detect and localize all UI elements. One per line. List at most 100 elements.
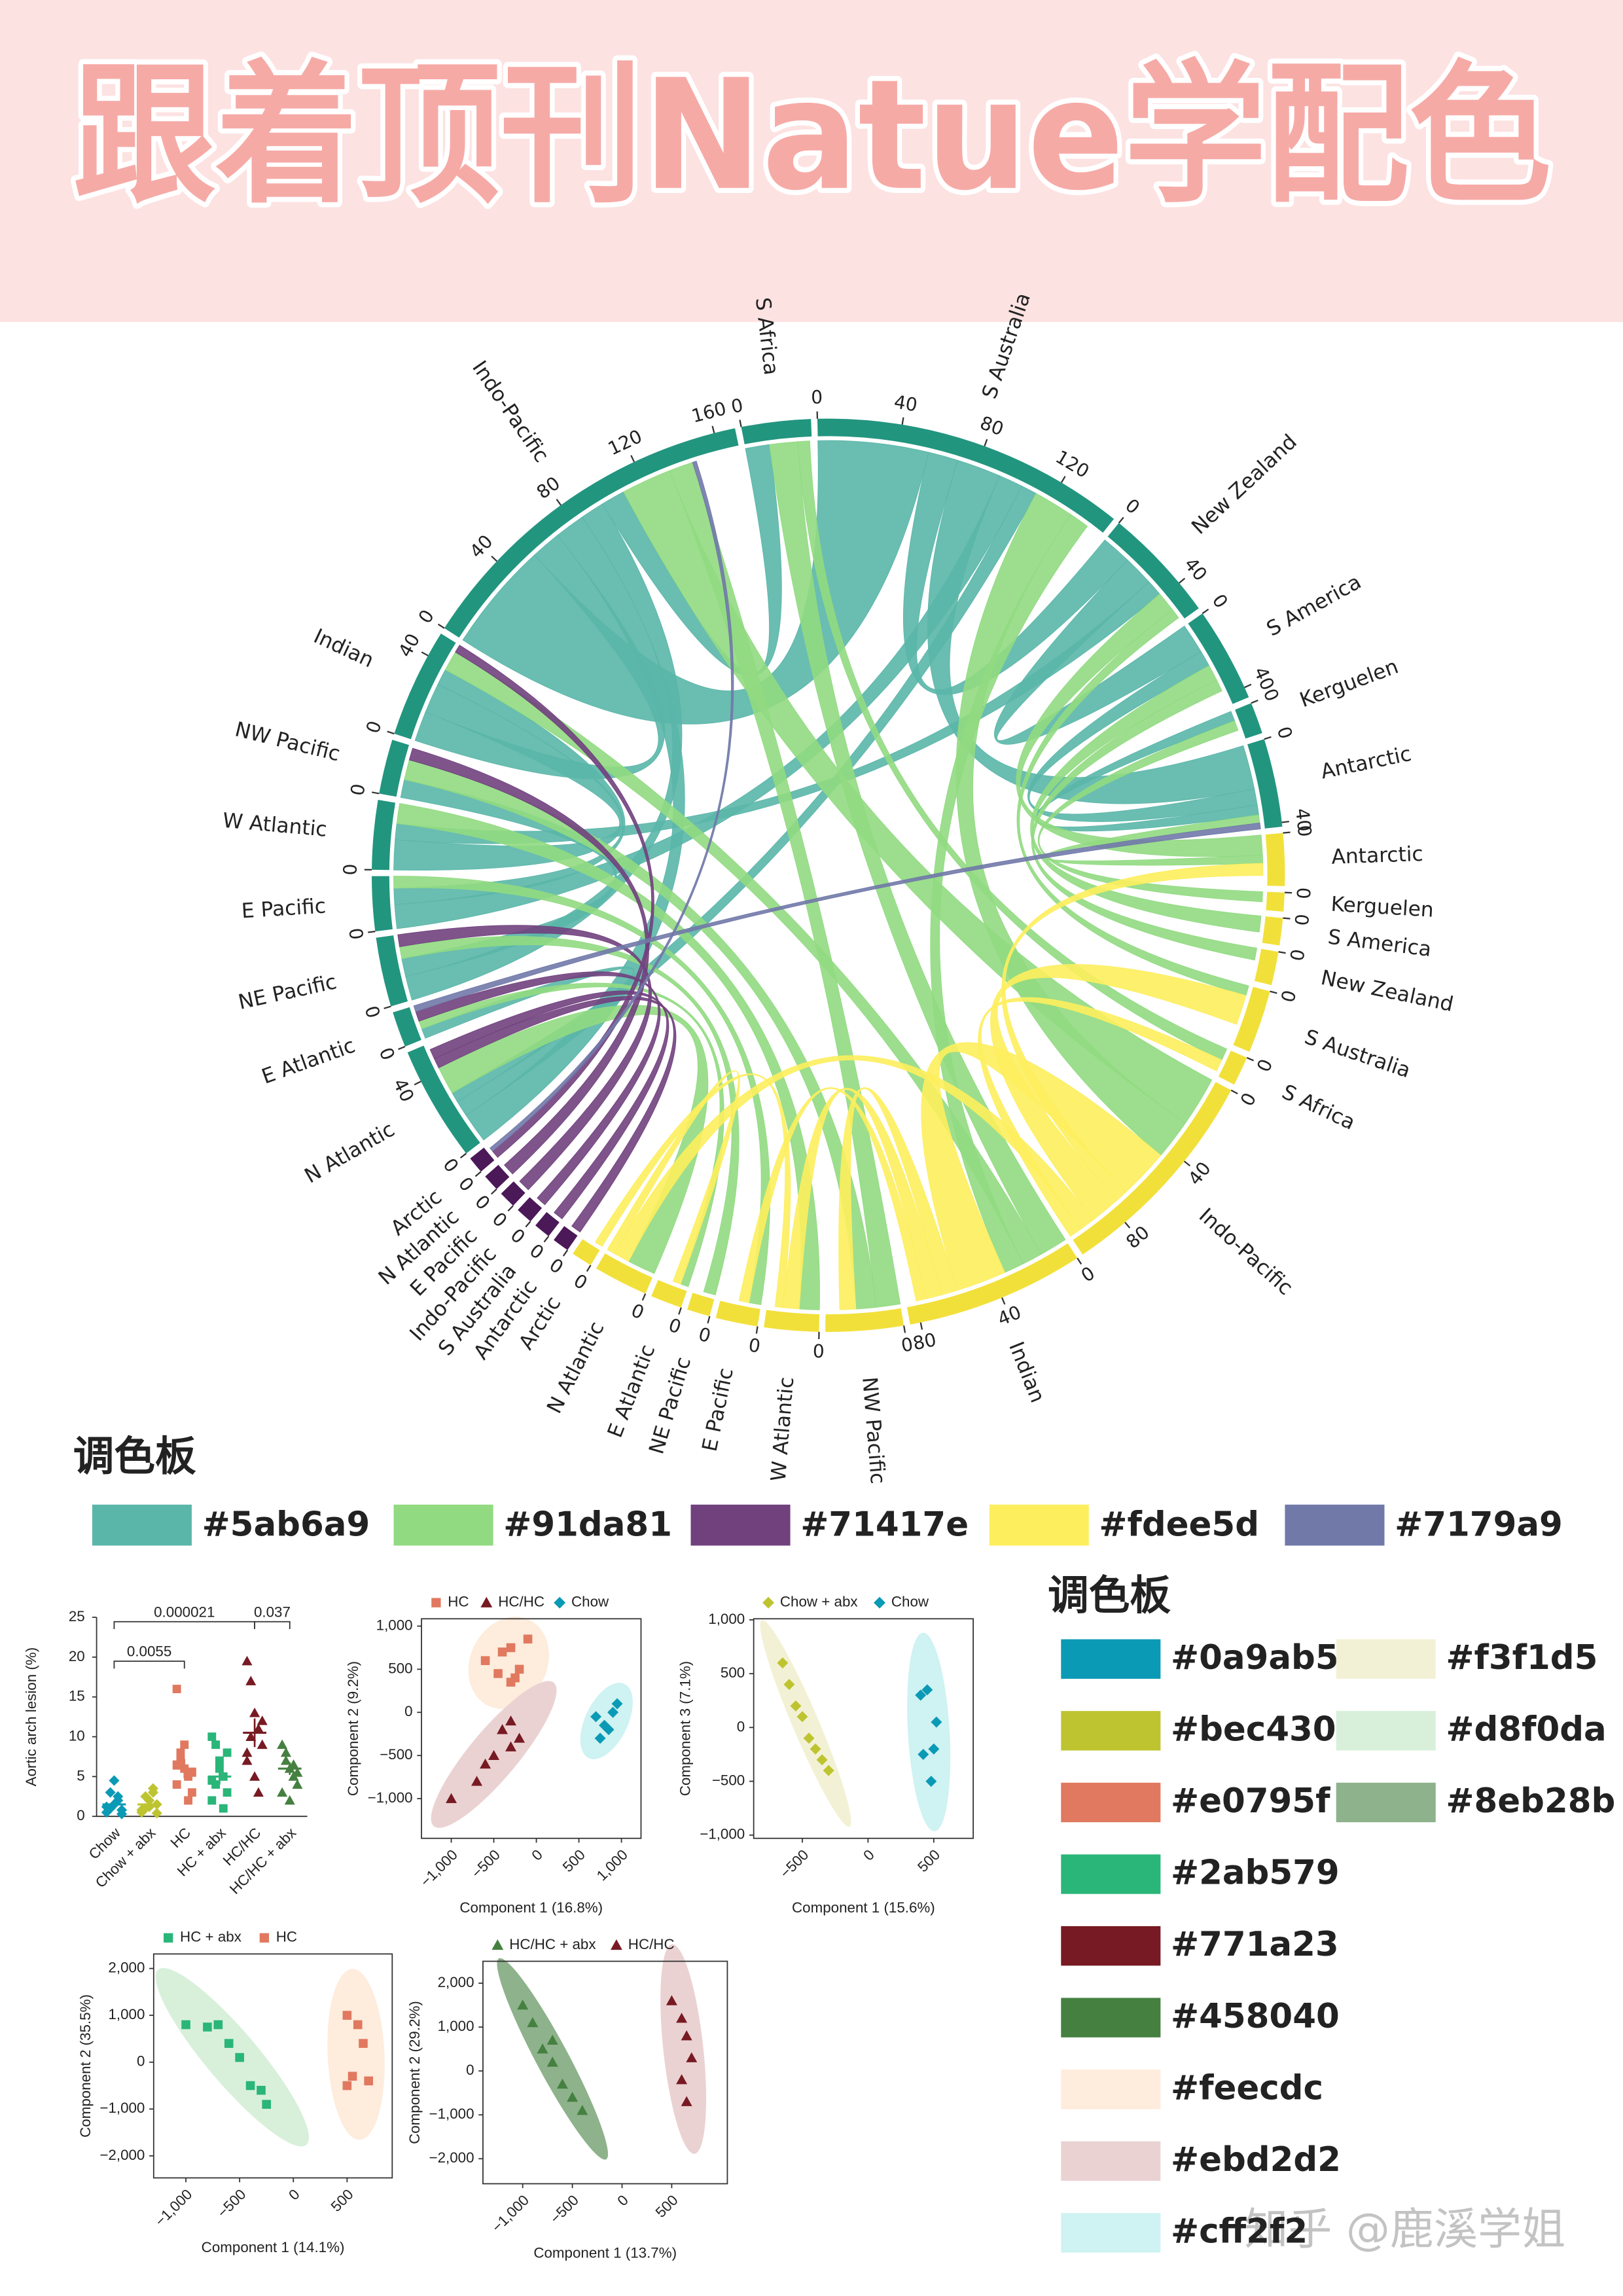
legend-label: HC [276, 1929, 297, 1945]
tick-mark [1251, 699, 1258, 704]
sector-arc [1254, 948, 1279, 986]
y-tick-label: −2,000 [429, 2149, 474, 2166]
point [249, 1771, 260, 1781]
tick-label: 0 [526, 1240, 548, 1264]
point [181, 2020, 190, 2030]
ribbon [413, 822, 1261, 1013]
tick-label: 0 [360, 1003, 384, 1021]
tick-mark [586, 1265, 592, 1272]
point [211, 1740, 221, 1749]
y-tick-label: −1,000 [429, 2106, 474, 2122]
color-swatch [690, 1504, 791, 1546]
tick-label: 40 [1180, 554, 1211, 585]
tick-label: 0 [813, 1340, 825, 1362]
tick-label: 40 [1291, 807, 1315, 833]
watermark: 知乎 @鹿溪学姐 [1244, 2204, 1565, 2255]
sector-label: Antarctic [1319, 742, 1414, 784]
point [245, 1731, 257, 1741]
point [213, 2020, 223, 2030]
tick-mark [678, 1307, 682, 1315]
sector-arc [1107, 523, 1199, 619]
y-tick-label: 2,000 [108, 1959, 145, 1975]
confidence-ellipse [660, 1944, 707, 2154]
sector-label: E Pacific [698, 1366, 738, 1454]
tick-mark [368, 930, 376, 933]
ribbon [669, 461, 901, 1308]
y-tick-label: 0 [466, 2062, 474, 2078]
tick-mark [1270, 990, 1277, 994]
ribbon [1044, 814, 1264, 866]
tick-label: 40 [893, 391, 919, 416]
point [292, 1779, 303, 1789]
tick-label: 0 [344, 927, 367, 941]
sector-arc [376, 935, 408, 1007]
sector-arc [1233, 986, 1270, 1052]
tick-label: 0 [362, 718, 386, 736]
point [284, 1795, 295, 1805]
sector-label: N Atlantic [300, 1118, 399, 1189]
plot-frame [421, 1618, 642, 1839]
color-code: #fdee5d [1099, 1505, 1259, 1544]
confidence-ellipse [760, 1620, 851, 1827]
significance-label: 0.0055 [127, 1643, 171, 1660]
ribbon [769, 441, 1066, 1255]
y-tick-label: −500 [712, 1772, 745, 1788]
point [101, 1807, 112, 1818]
sector-arc [379, 740, 410, 797]
point [207, 1732, 217, 1741]
sector-label: S Africa [1278, 1080, 1359, 1135]
tick-label: 0 [1236, 1089, 1260, 1109]
x-tick-label: −500 [547, 2192, 582, 2227]
x-tick-label: 0 [860, 1846, 877, 1863]
plot-frame [753, 1618, 974, 1839]
tick-label: 0 [1208, 590, 1232, 612]
tick-mark [1278, 951, 1286, 954]
y-tick-label: −500 [380, 1746, 412, 1763]
tick-mark [372, 791, 380, 795]
tick-label: 0 [438, 1154, 463, 1176]
legend-marker [259, 1933, 270, 1943]
color-swatch [1061, 1926, 1161, 1966]
x-axis-label: Component 1 (15.6%) [792, 1899, 935, 1916]
ribbon [1016, 609, 1249, 996]
tick-mark [1230, 1089, 1238, 1095]
point [223, 1788, 232, 1797]
point [681, 2030, 692, 2041]
point [219, 1804, 228, 1813]
ribbon [1038, 720, 1263, 903]
tick-label: 0 [696, 1323, 713, 1347]
x-tick-label: −1,000 [417, 1846, 460, 1890]
sector-arc [906, 1243, 1078, 1325]
tick-mark [474, 1171, 482, 1177]
sector-arc [444, 428, 739, 638]
tick-label: 0 [545, 1254, 567, 1278]
ribbon [396, 803, 820, 1310]
sector-label: W Atlantic [767, 1376, 799, 1482]
color-swatch [989, 1504, 1089, 1546]
point [187, 1788, 196, 1797]
point [172, 1685, 181, 1693]
tick-label: 0 [375, 1045, 399, 1064]
point [342, 2011, 352, 2020]
y-tick-label: 10 [69, 1727, 85, 1744]
sector-arc [1188, 613, 1249, 704]
tick-mark [437, 623, 445, 629]
sector-arc [573, 1239, 600, 1266]
tick-mark [1264, 736, 1272, 740]
ribbon [623, 470, 1213, 1124]
sector-label: NE Pacific [236, 970, 339, 1014]
sector-arc [554, 1226, 578, 1250]
point [245, 2081, 255, 2090]
point [353, 2020, 363, 2030]
legend-marker [491, 1939, 504, 1950]
point [207, 1796, 217, 1805]
x-tick-label: −1,000 [152, 2186, 195, 2229]
tick-label: 40 [394, 630, 424, 660]
point [517, 2000, 529, 2010]
sector-label: NE Pacific [645, 1354, 696, 1457]
legend-label: HC/HC [628, 1936, 675, 1952]
tick-mark [383, 1005, 391, 1009]
color-swatch [1061, 1998, 1161, 2037]
point [546, 2034, 558, 2045]
